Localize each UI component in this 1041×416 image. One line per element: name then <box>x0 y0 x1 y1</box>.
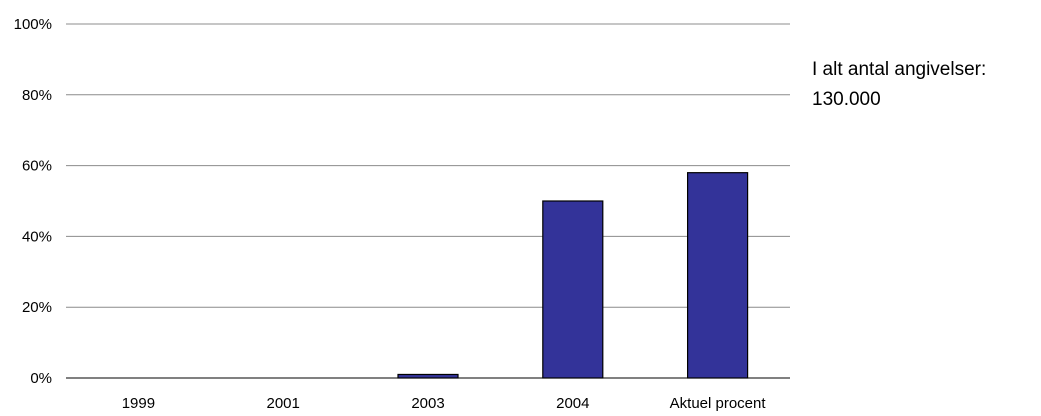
y-tick-label: 100% <box>14 16 52 33</box>
x-tick-label: 2001 <box>267 395 300 412</box>
bar <box>542 200 604 379</box>
y-axis-ticks: 0% 20% 40% 60% 80% 100% <box>14 16 52 387</box>
x-tick-label: 2004 <box>556 395 589 412</box>
bar <box>686 172 749 379</box>
gridlines <box>66 23 790 308</box>
y-tick-label: 0% <box>30 370 52 387</box>
y-tick-label: 20% <box>22 299 52 316</box>
y-tick-label: 40% <box>22 228 52 245</box>
bar <box>397 373 459 379</box>
annotation-value: 130.000 <box>812 89 881 110</box>
y-tick-label: 80% <box>22 87 52 104</box>
bars <box>397 172 749 379</box>
x-axis-ticks: 1999 2001 2003 2004 Aktuel procent <box>122 395 767 412</box>
total-count-annotation: I alt antal angivelser: 130.000 <box>812 55 986 115</box>
x-tick-label: 2003 <box>411 395 444 412</box>
x-tick-label: 1999 <box>122 395 155 412</box>
annotation-label: I alt antal angivelser: <box>812 59 987 80</box>
x-tick-label: Aktuel procent <box>670 395 767 412</box>
y-tick-label: 60% <box>22 158 52 175</box>
